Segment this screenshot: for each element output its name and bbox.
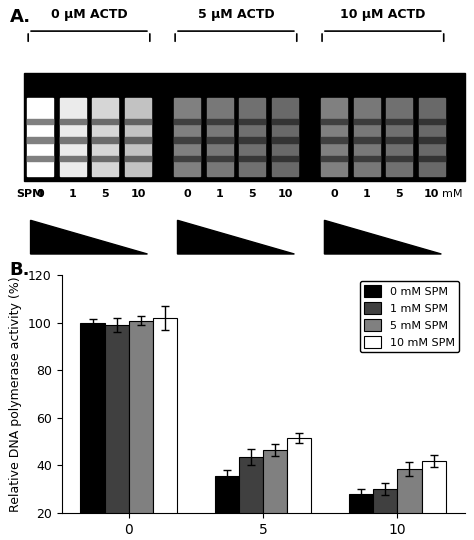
Bar xyxy=(129,321,153,540)
Bar xyxy=(174,137,200,143)
Bar xyxy=(386,98,412,176)
Bar xyxy=(354,137,380,143)
Bar xyxy=(27,137,53,143)
Bar xyxy=(272,156,298,161)
Text: A.: A. xyxy=(9,8,31,26)
Text: SPM: SPM xyxy=(17,189,44,199)
Bar xyxy=(321,156,347,161)
Bar xyxy=(272,119,298,124)
Text: 5: 5 xyxy=(248,189,256,199)
Text: 10: 10 xyxy=(130,189,146,199)
Text: 0: 0 xyxy=(330,189,337,199)
Legend: 0 mM SPM, 1 mM SPM, 5 mM SPM, 10 mM SPM: 0 mM SPM, 1 mM SPM, 5 mM SPM, 10 mM SPM xyxy=(359,281,459,352)
Bar xyxy=(207,98,233,176)
Bar xyxy=(354,156,380,161)
Bar xyxy=(27,98,53,176)
Bar xyxy=(125,137,151,143)
Bar xyxy=(272,137,298,143)
Bar xyxy=(373,489,397,540)
Bar xyxy=(27,119,53,124)
Polygon shape xyxy=(177,220,294,254)
Bar xyxy=(174,156,200,161)
Bar xyxy=(321,137,347,143)
Bar xyxy=(386,156,412,161)
Bar xyxy=(321,119,347,124)
Bar xyxy=(239,119,265,124)
Bar xyxy=(60,156,86,161)
Bar xyxy=(24,72,465,181)
Text: 10: 10 xyxy=(424,189,439,199)
Bar xyxy=(239,137,265,143)
Bar xyxy=(386,137,412,143)
Bar xyxy=(207,156,233,161)
Y-axis label: Relative DNA polymerase activity (%): Relative DNA polymerase activity (%) xyxy=(9,276,22,512)
Bar xyxy=(60,119,86,124)
Bar xyxy=(105,325,129,540)
Text: B.: B. xyxy=(9,261,30,279)
Text: 1: 1 xyxy=(363,189,371,199)
Bar xyxy=(421,461,446,540)
Polygon shape xyxy=(324,220,441,254)
Bar xyxy=(397,469,421,540)
Bar xyxy=(419,98,445,176)
Polygon shape xyxy=(30,220,147,254)
Bar xyxy=(125,156,151,161)
Text: 0 μM ACTD: 0 μM ACTD xyxy=(51,8,128,21)
Text: 1: 1 xyxy=(216,189,224,199)
Bar xyxy=(419,156,445,161)
Text: 5 μM ACTD: 5 μM ACTD xyxy=(198,8,274,21)
Bar xyxy=(174,98,200,176)
Bar xyxy=(321,98,347,176)
Bar xyxy=(27,156,53,161)
Text: 10: 10 xyxy=(277,189,292,199)
Bar xyxy=(153,318,177,540)
Bar xyxy=(125,119,151,124)
Bar xyxy=(419,119,445,124)
Bar xyxy=(92,156,118,161)
Bar xyxy=(207,119,233,124)
Text: 5: 5 xyxy=(101,189,109,199)
Bar xyxy=(207,137,233,143)
Bar xyxy=(239,156,265,161)
Bar xyxy=(239,457,263,540)
Bar xyxy=(215,476,239,540)
Bar xyxy=(263,450,287,540)
Bar xyxy=(60,137,86,143)
Bar xyxy=(349,494,373,540)
Bar xyxy=(419,137,445,143)
Bar xyxy=(125,98,151,176)
Bar xyxy=(354,119,380,124)
Bar xyxy=(272,98,298,176)
Bar xyxy=(92,137,118,143)
Text: 5: 5 xyxy=(395,189,403,199)
Bar xyxy=(60,98,86,176)
Bar xyxy=(354,98,380,176)
Bar xyxy=(92,119,118,124)
Bar xyxy=(92,98,118,176)
Bar xyxy=(239,98,265,176)
Bar xyxy=(81,323,105,540)
Text: mM: mM xyxy=(442,189,462,199)
Text: 0: 0 xyxy=(36,189,44,199)
Bar xyxy=(386,119,412,124)
Text: 10 μM ACTD: 10 μM ACTD xyxy=(340,8,426,21)
Text: 0: 0 xyxy=(183,189,191,199)
Text: 1: 1 xyxy=(69,189,77,199)
Bar xyxy=(287,438,311,540)
Bar xyxy=(174,119,200,124)
